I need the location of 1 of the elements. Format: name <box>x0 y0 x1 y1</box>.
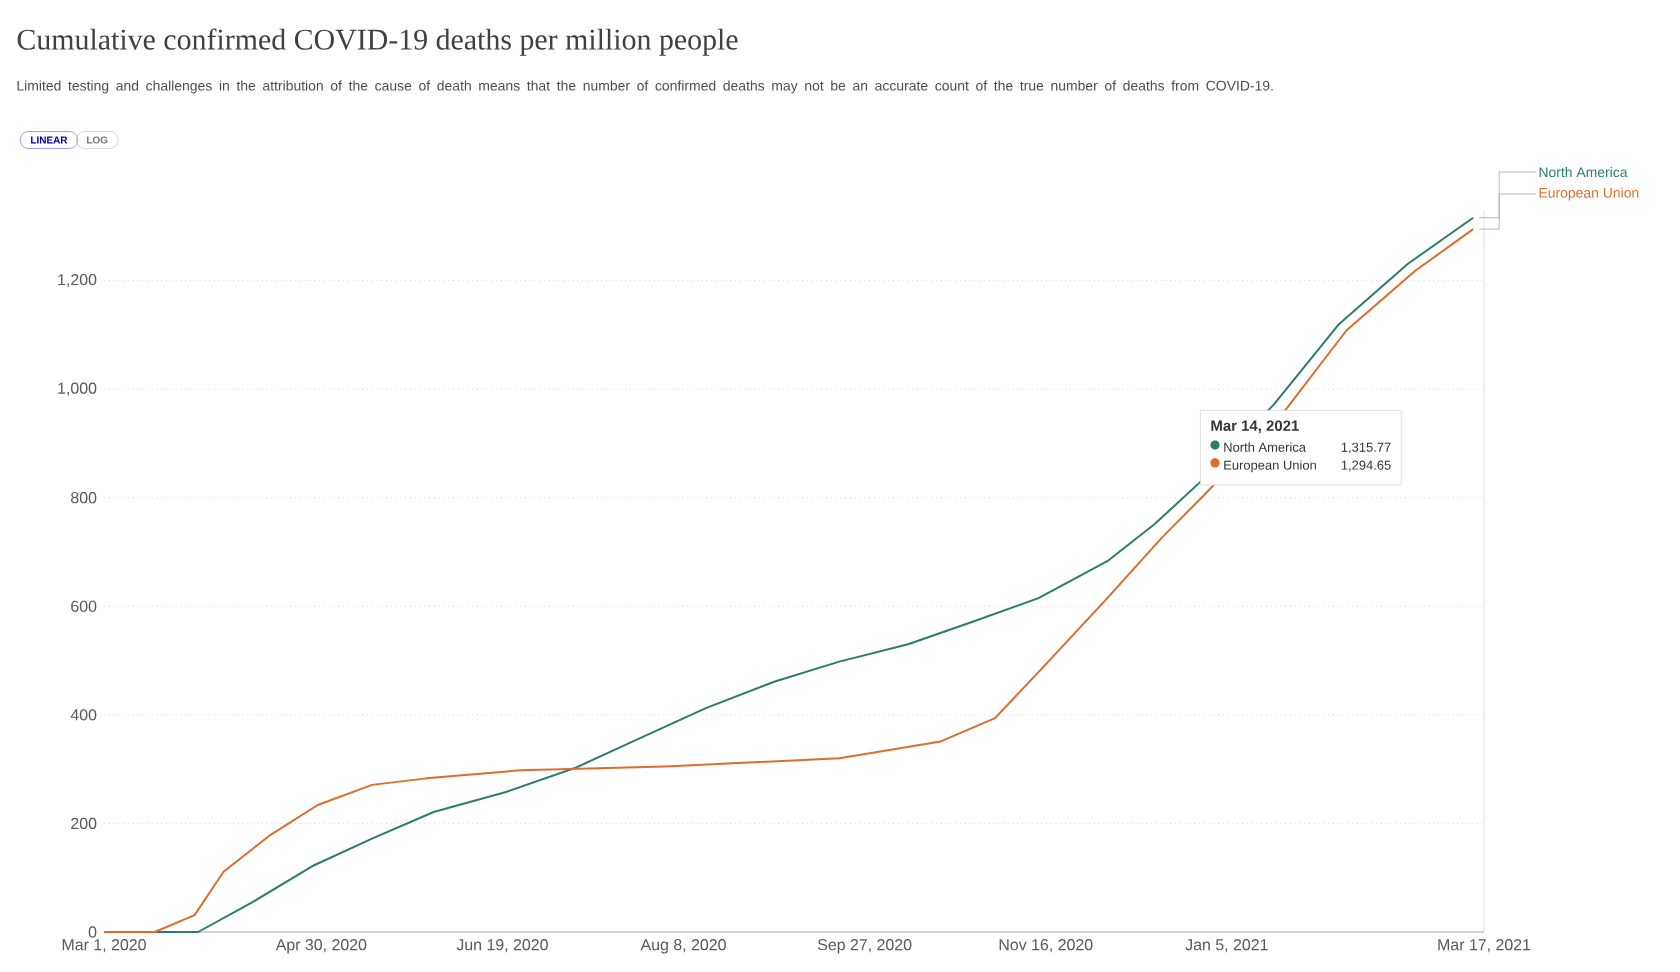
chart-title: Cumulative confirmed COVID-19 deaths per million people <box>17 28 738 56</box>
